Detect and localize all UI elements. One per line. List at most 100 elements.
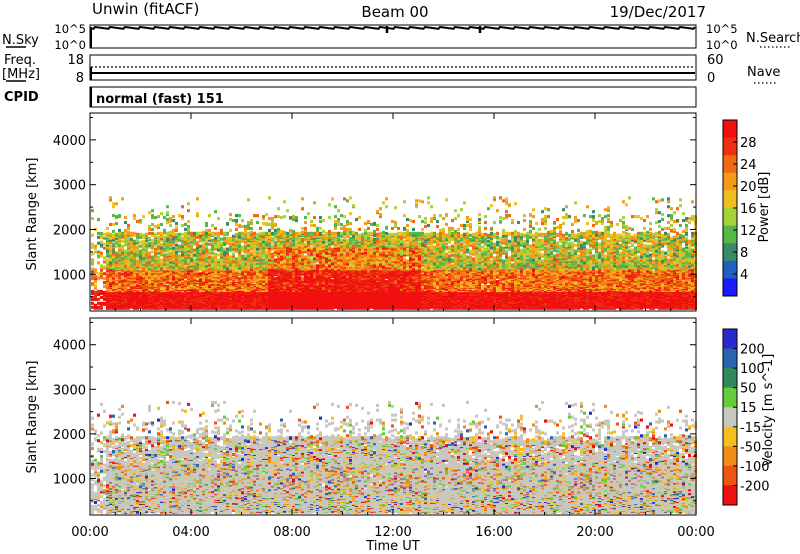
heatmap-cell bbox=[91, 282, 94, 285]
heatmap-cell bbox=[322, 230, 325, 233]
heatmap-cell bbox=[103, 260, 106, 263]
heatmap-cell bbox=[322, 287, 325, 290]
heatmap-cell bbox=[205, 240, 208, 243]
heatmap-cell bbox=[307, 212, 310, 215]
heatmap-cell bbox=[157, 232, 160, 235]
heatmap-cell bbox=[109, 233, 112, 236]
heatmap-cell bbox=[103, 298, 106, 301]
heatmap-cell bbox=[265, 232, 268, 235]
heatmap-cell bbox=[235, 223, 238, 226]
heatmap-cell bbox=[334, 224, 337, 227]
heatmap-cell bbox=[163, 236, 166, 239]
heatmap-cell bbox=[100, 296, 103, 299]
heatmap-cell bbox=[94, 251, 97, 254]
nsky-label: N.Sky bbox=[2, 33, 39, 48]
heatmap-cell bbox=[295, 268, 298, 271]
freq-tick-bottom: 8 bbox=[76, 71, 84, 86]
heatmap-cell bbox=[295, 240, 298, 243]
heatmap-cell bbox=[151, 269, 154, 272]
heatmap-cell bbox=[247, 235, 250, 238]
heatmap-cell bbox=[316, 264, 319, 267]
heatmap-cell bbox=[301, 255, 304, 258]
heatmap-cell bbox=[109, 273, 112, 276]
heatmap-cell bbox=[127, 231, 130, 234]
heatmap-cell bbox=[169, 252, 172, 255]
heatmap-cell bbox=[133, 250, 136, 253]
heatmap-cell bbox=[196, 254, 199, 257]
heatmap-cell bbox=[301, 197, 304, 200]
heatmap-cell bbox=[220, 279, 223, 282]
heatmap-cell bbox=[331, 197, 334, 200]
heatmap-cell bbox=[163, 278, 166, 281]
heatmap-cell bbox=[106, 232, 109, 235]
heatmap-cell bbox=[316, 296, 319, 299]
heatmap-cell bbox=[103, 265, 106, 268]
heatmap-cell bbox=[331, 279, 334, 282]
heatmap-cell bbox=[124, 238, 127, 241]
heatmap-cell bbox=[169, 220, 172, 223]
heatmap-cell bbox=[166, 246, 169, 249]
heatmap-cell bbox=[235, 233, 238, 236]
heatmap-cell bbox=[319, 227, 322, 230]
heatmap-cell bbox=[148, 237, 151, 240]
heatmap-cell bbox=[100, 252, 103, 255]
heatmap-cell bbox=[250, 236, 253, 239]
heatmap-cell bbox=[160, 212, 163, 215]
heatmap-cell bbox=[211, 245, 214, 248]
heatmap-cell bbox=[304, 272, 307, 275]
heatmap-cell bbox=[274, 241, 277, 244]
heatmap-cell bbox=[97, 254, 100, 257]
heatmap-cell bbox=[112, 234, 115, 237]
heatmap-cell bbox=[214, 210, 217, 213]
heatmap-cell bbox=[124, 250, 127, 253]
heatmap-cell bbox=[274, 223, 277, 226]
heatmap-cell bbox=[154, 266, 157, 269]
heatmap-cell bbox=[154, 233, 157, 236]
heatmap-cell bbox=[328, 256, 331, 259]
heatmap-cell bbox=[91, 246, 94, 249]
heatmap-cell bbox=[262, 244, 265, 247]
heatmap-cell bbox=[271, 220, 274, 223]
heatmap-cell bbox=[202, 243, 205, 246]
heatmap-cell bbox=[124, 264, 127, 267]
heatmap-cell bbox=[169, 217, 172, 220]
heatmap-cell bbox=[262, 222, 265, 225]
heatmap-cell bbox=[292, 233, 295, 236]
cpid-label: CPID bbox=[4, 90, 39, 105]
heatmap-cell bbox=[166, 211, 169, 214]
heatmap-cell bbox=[172, 215, 175, 218]
heatmap-cell bbox=[316, 275, 319, 278]
heatmap-cell bbox=[91, 267, 94, 270]
heatmap-cell bbox=[283, 286, 286, 289]
heatmap-cell bbox=[157, 224, 160, 227]
heatmap-cell bbox=[115, 222, 118, 225]
heatmap-cell bbox=[325, 268, 328, 271]
freq-panel: Freq. [MHz] 18 8 Nave 60 0 bbox=[2, 53, 780, 86]
heatmap-cell bbox=[334, 205, 337, 208]
heatmap-cell bbox=[265, 239, 268, 242]
heatmap-cell bbox=[295, 257, 298, 260]
nsky-line bbox=[92, 27, 695, 29]
heatmap-cell bbox=[184, 280, 187, 283]
heatmap-cell bbox=[301, 258, 304, 261]
heatmap-cell bbox=[295, 219, 298, 222]
heatmap-cell bbox=[139, 233, 142, 236]
heatmap-cell bbox=[184, 232, 187, 235]
heatmap-cell bbox=[196, 212, 199, 215]
heatmap-cell bbox=[238, 252, 241, 255]
heatmap-cell bbox=[241, 262, 244, 265]
heatmap-cell bbox=[196, 250, 199, 253]
heatmap-cell bbox=[178, 233, 181, 236]
heatmap-cell bbox=[256, 248, 259, 251]
heatmap-cell bbox=[307, 249, 310, 252]
heatmap-cell bbox=[118, 272, 121, 275]
heatmap-cell bbox=[262, 258, 265, 261]
heatmap-cell bbox=[280, 283, 283, 286]
heatmap-cell bbox=[226, 248, 229, 251]
heatmap-cell bbox=[247, 254, 250, 257]
heatmap-cell bbox=[91, 306, 94, 309]
heatmap-cell bbox=[310, 224, 313, 227]
heatmap-cell bbox=[145, 233, 148, 236]
heatmap-cell bbox=[274, 229, 277, 232]
heatmap-cell bbox=[235, 266, 238, 269]
